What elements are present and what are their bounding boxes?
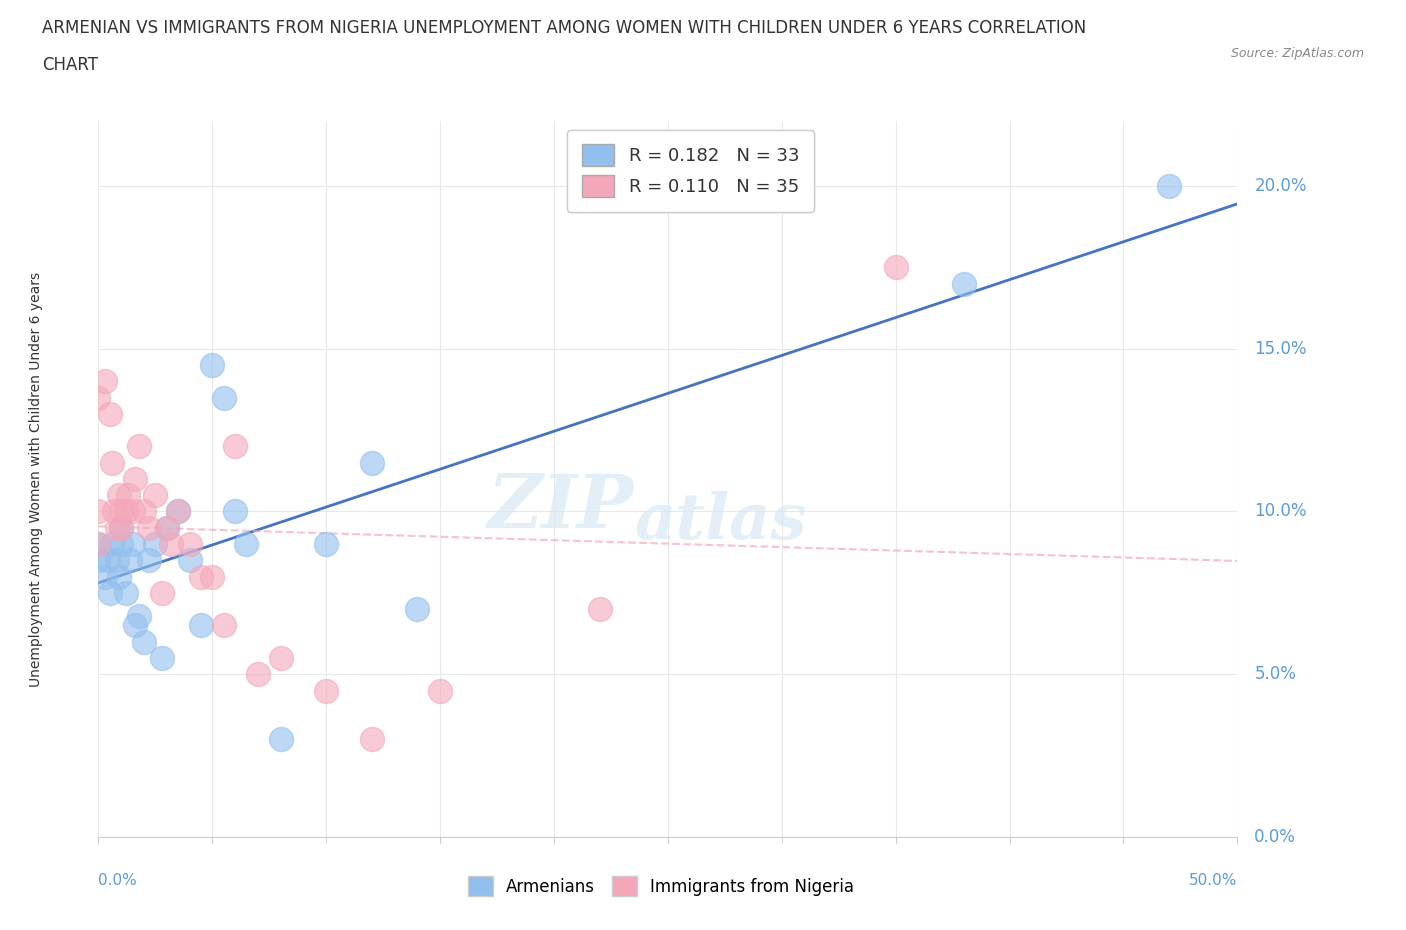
Point xyxy=(315,683,337,698)
Point xyxy=(105,521,128,536)
Point xyxy=(224,504,246,519)
Point xyxy=(179,537,201,551)
Point xyxy=(138,521,160,536)
Point xyxy=(429,683,451,698)
Point xyxy=(167,504,190,519)
Point xyxy=(201,569,224,584)
Point xyxy=(87,537,110,551)
Point xyxy=(108,569,131,584)
Text: Source: ZipAtlas.com: Source: ZipAtlas.com xyxy=(1230,46,1364,60)
Point xyxy=(212,618,235,632)
Point xyxy=(87,552,110,567)
Point xyxy=(190,618,212,632)
Text: 0.0%: 0.0% xyxy=(1254,828,1296,846)
Point xyxy=(96,552,118,567)
Point xyxy=(110,504,132,519)
Point xyxy=(224,439,246,454)
Point xyxy=(160,537,183,551)
Point xyxy=(360,455,382,470)
Point xyxy=(117,487,139,502)
Point xyxy=(246,667,269,682)
Point xyxy=(110,521,132,536)
Point xyxy=(212,390,235,405)
Point xyxy=(360,732,382,747)
Point xyxy=(132,504,155,519)
Text: Unemployment Among Women with Children Under 6 years: Unemployment Among Women with Children U… xyxy=(28,272,42,686)
Point xyxy=(110,537,132,551)
Point xyxy=(114,586,136,601)
Point xyxy=(101,537,124,551)
Point xyxy=(884,259,907,275)
Point xyxy=(108,487,131,502)
Text: 10.0%: 10.0% xyxy=(1254,502,1306,521)
Point xyxy=(87,537,110,551)
Text: ARMENIAN VS IMMIGRANTS FROM NIGERIA UNEMPLOYMENT AMONG WOMEN WITH CHILDREN UNDER: ARMENIAN VS IMMIGRANTS FROM NIGERIA UNEM… xyxy=(42,19,1087,36)
Text: ZIP: ZIP xyxy=(488,472,634,544)
Point xyxy=(235,537,257,551)
Point xyxy=(406,602,429,617)
Point xyxy=(98,406,121,421)
Point xyxy=(120,552,142,567)
Point xyxy=(150,651,173,666)
Point xyxy=(87,504,110,519)
Point xyxy=(94,374,117,389)
Point xyxy=(179,552,201,567)
Point xyxy=(588,602,610,617)
Text: CHART: CHART xyxy=(42,56,98,73)
Point xyxy=(953,276,976,291)
Point xyxy=(121,537,143,551)
Text: 5.0%: 5.0% xyxy=(1254,665,1296,684)
Point xyxy=(94,569,117,584)
Point xyxy=(167,504,190,519)
Point xyxy=(145,537,167,551)
Point xyxy=(103,504,125,519)
Point xyxy=(138,552,160,567)
Point xyxy=(128,439,150,454)
Point xyxy=(124,472,146,486)
Point xyxy=(132,634,155,649)
Point xyxy=(128,608,150,623)
Point xyxy=(121,504,143,519)
Point xyxy=(1157,179,1180,193)
Text: 20.0%: 20.0% xyxy=(1254,177,1306,195)
Point xyxy=(270,651,292,666)
Point xyxy=(315,537,337,551)
Point xyxy=(201,357,224,372)
Text: 15.0%: 15.0% xyxy=(1254,339,1306,358)
Point xyxy=(87,390,110,405)
Point xyxy=(110,521,132,536)
Point xyxy=(156,521,179,536)
Point xyxy=(190,569,212,584)
Point xyxy=(105,552,128,567)
Point xyxy=(156,521,179,536)
Text: 50.0%: 50.0% xyxy=(1189,872,1237,888)
Point xyxy=(150,586,173,601)
Point xyxy=(114,504,136,519)
Point xyxy=(145,487,167,502)
Point xyxy=(98,586,121,601)
Legend: Armenians, Immigrants from Nigeria: Armenians, Immigrants from Nigeria xyxy=(461,870,860,903)
Text: atlas: atlas xyxy=(634,491,806,552)
Point xyxy=(124,618,146,632)
Text: 0.0%: 0.0% xyxy=(98,872,138,888)
Point xyxy=(101,455,124,470)
Point xyxy=(270,732,292,747)
Legend: R = 0.182   N = 33, R = 0.110   N = 35: R = 0.182 N = 33, R = 0.110 N = 35 xyxy=(568,130,814,212)
